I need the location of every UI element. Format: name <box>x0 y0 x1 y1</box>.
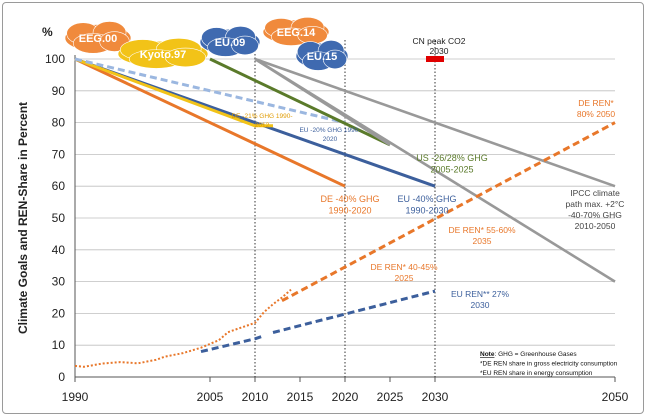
footnote-text: : GHG = Greenhouse Gases <box>494 351 577 358</box>
footnote: *EU REN share in energy consumption <box>480 370 593 377</box>
x-tick-label: 2020 <box>332 390 359 404</box>
cloud-2: EU.09 <box>199 26 261 57</box>
series-label: DE -40% GHG <box>320 194 379 204</box>
annotation-label: DE REN* <box>578 98 614 108</box>
cloud-label: EU.09 <box>215 37 246 49</box>
x-tick-label: 2010 <box>242 390 269 404</box>
series-line-3 <box>74 57 346 125</box>
cloud-0: EEG.00 <box>64 21 132 54</box>
footnote: *DE REN share in gross electricity consu… <box>480 361 618 368</box>
peak-marker-title: CN peak CO2 <box>413 36 466 46</box>
series-line-6 <box>254 57 616 188</box>
annotation-label: 80% 2050 <box>577 109 616 119</box>
cloud-shape <box>231 35 259 56</box>
series-line-9 <box>281 121 616 303</box>
y-tick-label: 30 <box>52 275 66 289</box>
series-line-10 <box>200 334 265 354</box>
series-line-2 <box>74 57 273 128</box>
series-label: 2012 <box>255 122 270 129</box>
annotation-label: 2035 <box>473 236 492 246</box>
series-label: 2020 <box>323 136 338 143</box>
series-label: EU -40% GHG <box>397 194 456 204</box>
y-axis-unit: % <box>42 25 53 39</box>
cloud-label: EEG.14 <box>277 27 316 39</box>
cloud-label: Kyoto.97 <box>140 49 186 61</box>
x-tick-label: 2015 <box>287 390 314 404</box>
y-axis-label: Climate Goals and REN-Share in Percent <box>16 102 30 334</box>
y-tick-label: 90 <box>52 84 66 98</box>
series-label: 1990-2030 <box>405 206 448 216</box>
y-tick-label: 60 <box>52 179 66 193</box>
series-label: 1990-2020 <box>328 206 371 216</box>
peak-marker-year: 2030 <box>430 46 449 56</box>
annotation-label: 2030 <box>471 300 490 310</box>
x-tick-label: 1990 <box>62 390 89 404</box>
annotation-label: DE REN* 40-45% <box>370 262 438 272</box>
series-label: IPCC climate <box>570 188 620 198</box>
annotation-label: 2025 <box>395 273 414 283</box>
annotation-label: EU REN** 27% <box>451 289 510 299</box>
x-tick-label: 2050 <box>602 390 629 404</box>
series-line-11 <box>272 289 436 334</box>
x-tick-label: 2030 <box>422 390 449 404</box>
x-tick-label: 2025 <box>377 390 404 404</box>
footnote-lead: Note <box>480 351 495 358</box>
y-tick-label: 50 <box>52 211 66 225</box>
footnote: Note: GHG = Greenhouse Gases <box>480 351 577 358</box>
y-tick-label: 40 <box>52 243 66 257</box>
series-label: EU -20% GHG 1990- <box>299 127 360 134</box>
y-tick-label: 70 <box>52 147 66 161</box>
footnote-text: *EU REN share in energy consumption <box>480 370 593 377</box>
cloud-shape <box>322 49 347 70</box>
cloud-4: EU.15 <box>295 40 349 71</box>
peak-marker-bar <box>426 56 444 62</box>
series-line-0 <box>74 57 346 188</box>
series-line-8 <box>74 288 292 368</box>
footnote-text: *DE REN share in gross electricity consu… <box>480 361 618 368</box>
cloud-label: EEG.00 <box>79 33 118 45</box>
cloud-label: EU.15 <box>307 51 338 63</box>
y-tick-label: 0 <box>58 370 65 384</box>
series-label: US -26/28% GHG <box>416 153 488 163</box>
cloud-shape <box>164 47 207 68</box>
x-tick-label: 2005 <box>197 390 224 404</box>
series-label: 2010-2050 <box>575 221 616 231</box>
annotation-label: DE REN* 55-60% <box>448 225 516 235</box>
series-line-7 <box>254 57 616 283</box>
y-tick-label: 10 <box>52 338 66 352</box>
series-label: DE -21% GHG 1990- <box>231 113 292 120</box>
series-line-4 <box>209 57 391 147</box>
cloud-1: Kyoto.97 <box>117 38 209 69</box>
y-tick-label: 100 <box>45 52 65 66</box>
y-tick-label: 20 <box>52 306 66 320</box>
series-label: 2005-2025 <box>430 165 473 175</box>
y-tick-label: 80 <box>52 116 66 130</box>
cloud-3: EEG.14 <box>262 16 330 46</box>
series-label: path max. +2°C <box>566 199 625 209</box>
series-label: -40-70% GHG <box>568 210 622 220</box>
